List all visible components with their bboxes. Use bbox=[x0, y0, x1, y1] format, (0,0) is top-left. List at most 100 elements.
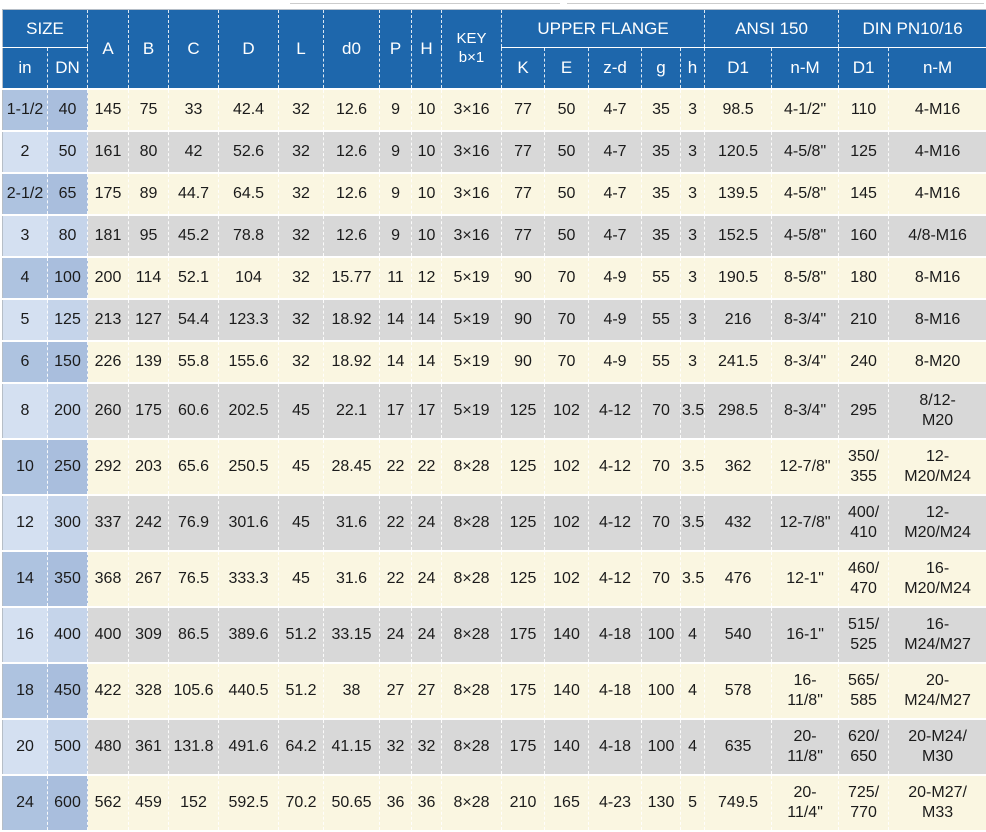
cell-zd: 4-18 bbox=[589, 719, 642, 775]
cell-d0: 12.6 bbox=[324, 173, 380, 215]
cell-b: 95 bbox=[129, 215, 169, 257]
cell-c: 86.5 bbox=[169, 607, 219, 663]
cell-a: 260 bbox=[88, 383, 129, 439]
cell-d: 52.6 bbox=[219, 131, 279, 173]
cell-h2: 5 bbox=[681, 775, 705, 831]
cell-zd: 4-7 bbox=[589, 89, 642, 131]
cell-dn: 200 bbox=[48, 383, 88, 439]
cell-dn: 150 bbox=[48, 341, 88, 383]
cell-c: 45.2 bbox=[169, 215, 219, 257]
flange-dimensions-table: SIZE A B C D L d0 P H KEY b×1 UPPER FLAN… bbox=[2, 9, 986, 832]
cell-d: 42.4 bbox=[219, 89, 279, 131]
cell-g: 35 bbox=[642, 131, 681, 173]
header-group-row: SIZE A B C D L d0 P H KEY b×1 UPPER FLAN… bbox=[3, 10, 986, 48]
cell-h2: 4 bbox=[681, 719, 705, 775]
header-col-h-small: h bbox=[681, 48, 705, 89]
cell-in: 5 bbox=[3, 299, 48, 341]
cell-d0: 28.45 bbox=[324, 439, 380, 495]
cell-dn: 80 bbox=[48, 215, 88, 257]
cell-dn: 600 bbox=[48, 775, 88, 831]
cell-key: 5×19 bbox=[442, 383, 502, 439]
cell-zd: 4-9 bbox=[589, 257, 642, 299]
cell-din-d1: 145 bbox=[839, 173, 889, 215]
cell-key: 8×28 bbox=[442, 551, 502, 607]
cell-a: 562 bbox=[88, 775, 129, 831]
cell-c: 152 bbox=[169, 775, 219, 831]
cell-k: 90 bbox=[502, 299, 545, 341]
cell-l: 32 bbox=[279, 131, 324, 173]
cell-h: 24 bbox=[412, 551, 442, 607]
cell-ansi-nm: 4-5/8" bbox=[772, 131, 839, 173]
cell-in: 20 bbox=[3, 719, 48, 775]
top-border-artifact-right bbox=[567, 3, 984, 4]
cell-key: 8×28 bbox=[442, 439, 502, 495]
cell-in: 14 bbox=[3, 551, 48, 607]
cell-key: 3×16 bbox=[442, 89, 502, 131]
cell-h: 24 bbox=[412, 495, 442, 551]
cell-d: 64.5 bbox=[219, 173, 279, 215]
cell-din-d1: 460/ 470 bbox=[839, 551, 889, 607]
cell-din-nm: 8-M20 bbox=[889, 341, 986, 383]
header-ansi-group: ANSI 150 bbox=[705, 10, 839, 48]
cell-k: 175 bbox=[502, 663, 545, 719]
cell-c: 65.6 bbox=[169, 439, 219, 495]
cell-b: 361 bbox=[129, 719, 169, 775]
cell-ansi-d1: 216 bbox=[705, 299, 772, 341]
cell-e: 140 bbox=[545, 607, 589, 663]
cell-zd: 4-7 bbox=[589, 131, 642, 173]
header-col-in: in bbox=[3, 48, 48, 89]
cell-din-d1: 350/ 355 bbox=[839, 439, 889, 495]
cell-b: 459 bbox=[129, 775, 169, 831]
cell-a: 226 bbox=[88, 341, 129, 383]
cell-ansi-d1: 120.5 bbox=[705, 131, 772, 173]
header-din-group: DIN PN10/16 bbox=[839, 10, 986, 48]
cell-e: 70 bbox=[545, 299, 589, 341]
cell-a: 292 bbox=[88, 439, 129, 495]
cell-p: 9 bbox=[380, 173, 412, 215]
cell-g: 70 bbox=[642, 551, 681, 607]
cell-ansi-nm: 4-5/8" bbox=[772, 173, 839, 215]
header-col-h: H bbox=[412, 10, 442, 89]
header-col-d: D bbox=[219, 10, 279, 89]
cell-dn: 65 bbox=[48, 173, 88, 215]
cell-ansi-d1: 98.5 bbox=[705, 89, 772, 131]
cell-e: 140 bbox=[545, 719, 589, 775]
cell-zd: 4-9 bbox=[589, 341, 642, 383]
cell-din-nm: 20-M24/ M30 bbox=[889, 719, 986, 775]
cell-din-nm: 4/8-M16 bbox=[889, 215, 986, 257]
cell-c: 55.8 bbox=[169, 341, 219, 383]
cell-b: 75 bbox=[129, 89, 169, 131]
header-col-a: A bbox=[88, 10, 129, 89]
cell-c: 54.4 bbox=[169, 299, 219, 341]
cell-b: 242 bbox=[129, 495, 169, 551]
cell-h: 10 bbox=[412, 131, 442, 173]
cell-in: 4 bbox=[3, 257, 48, 299]
cell-e: 102 bbox=[545, 383, 589, 439]
cell-d0: 18.92 bbox=[324, 341, 380, 383]
header-col-g: g bbox=[642, 48, 681, 89]
cell-din-nm: 20-M27/ M33 bbox=[889, 775, 986, 831]
cell-in: 3 bbox=[3, 215, 48, 257]
cell-zd: 4-12 bbox=[589, 495, 642, 551]
cell-l: 32 bbox=[279, 89, 324, 131]
cell-ansi-nm: 16- 11/8" bbox=[772, 663, 839, 719]
cell-ansi-d1: 540 bbox=[705, 607, 772, 663]
cell-din-nm: 4-M16 bbox=[889, 89, 986, 131]
cell-d: 123.3 bbox=[219, 299, 279, 341]
cell-h: 17 bbox=[412, 383, 442, 439]
cell-h2: 3.5 bbox=[681, 439, 705, 495]
cell-p: 24 bbox=[380, 607, 412, 663]
cell-a: 480 bbox=[88, 719, 129, 775]
cell-b: 80 bbox=[129, 131, 169, 173]
cell-k: 125 bbox=[502, 439, 545, 495]
header-col-key: KEY b×1 bbox=[442, 10, 502, 89]
cell-d0: 31.6 bbox=[324, 551, 380, 607]
cell-d: 250.5 bbox=[219, 439, 279, 495]
header-col-e: E bbox=[545, 48, 589, 89]
cell-l: 51.2 bbox=[279, 607, 324, 663]
cell-ansi-nm: 8-3/4" bbox=[772, 341, 839, 383]
cell-h2: 3 bbox=[681, 257, 705, 299]
cell-ansi-d1: 139.5 bbox=[705, 173, 772, 215]
